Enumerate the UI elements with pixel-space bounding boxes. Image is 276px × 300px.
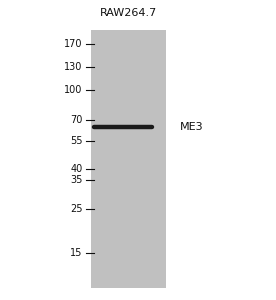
Text: 100: 100: [64, 85, 83, 95]
Text: 25: 25: [70, 204, 83, 214]
Text: 55: 55: [70, 136, 83, 146]
Text: ME3: ME3: [179, 122, 203, 132]
Text: 35: 35: [70, 175, 83, 185]
Text: 40: 40: [71, 164, 83, 174]
Text: 70: 70: [70, 116, 83, 125]
Text: 15: 15: [70, 248, 83, 258]
Text: 130: 130: [64, 62, 83, 72]
Bar: [91, 30, 166, 288]
Text: RAW264.7: RAW264.7: [100, 8, 157, 19]
Text: 170: 170: [64, 39, 83, 49]
